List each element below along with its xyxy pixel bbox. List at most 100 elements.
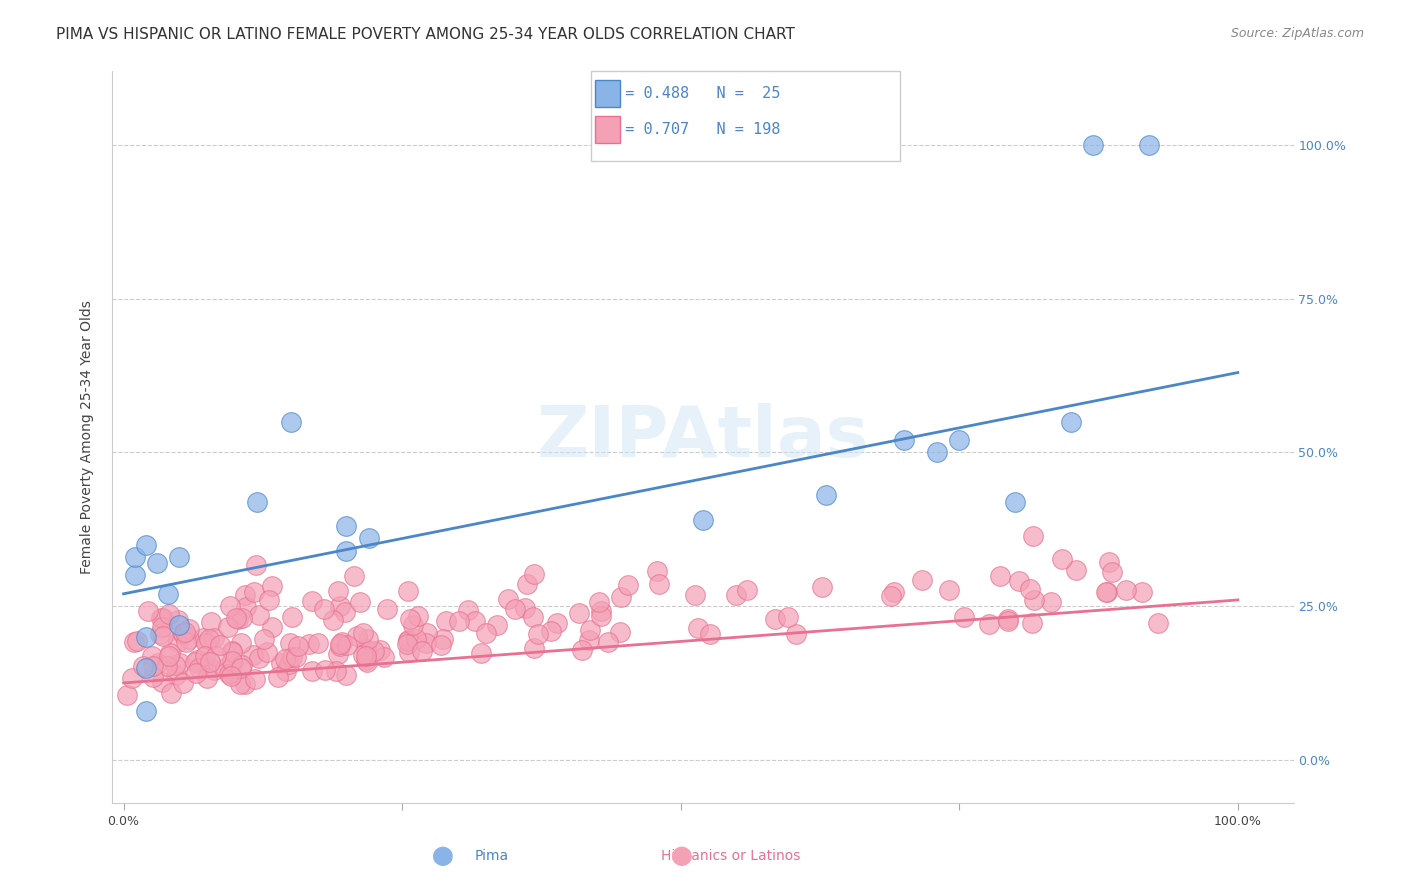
Point [142,658,165,673]
Point [169,656,191,670]
Point [166,635,188,649]
Point [270,656,292,670]
Point [395,638,418,652]
Point [645,565,668,579]
Point [617,578,640,592]
Point [136,604,159,618]
Point [475,625,498,640]
Point [436,614,458,628]
Point [253,632,276,646]
Point [990,568,1012,582]
Text: Pima: Pima [475,849,509,863]
Point [343,569,366,583]
Point [686,620,709,634]
Point [157,648,180,663]
Point [1146,616,1168,631]
Point [281,649,304,664]
Point [396,634,419,648]
Point [725,588,748,602]
Point [486,618,509,632]
Text: Source: ZipAtlas.com: Source: ZipAtlas.com [1230,27,1364,40]
Point [977,617,1000,632]
Point [221,645,243,659]
Point [398,645,420,659]
Point [122,635,145,649]
Point [152,611,174,625]
Point [354,642,377,657]
Point [205,649,228,664]
Point [229,677,252,691]
Point [132,659,155,673]
Point [356,653,378,667]
Point [325,664,347,678]
Point [174,635,197,649]
Point [157,587,180,601]
Point [280,415,302,429]
Point [785,627,807,641]
Text: ZIPAtlas: ZIPAtlas [537,402,869,472]
Point [243,585,266,599]
Point [184,665,207,680]
Point [172,675,194,690]
Point [298,637,321,651]
Point [217,620,239,634]
Point [333,605,356,619]
Point [246,494,269,508]
Point [166,613,188,627]
Point [165,667,187,681]
Point [609,590,631,604]
Point [150,674,173,689]
Point [513,601,536,615]
Point [870,138,893,153]
Point [146,556,169,570]
Point [231,636,253,650]
Point [218,667,240,681]
Point [375,602,398,616]
Point [135,538,157,552]
Point [219,666,242,681]
Point [396,632,419,647]
Point [335,668,357,682]
Point [247,608,270,623]
Point [568,606,591,620]
Point [346,629,368,643]
Point [146,656,169,670]
Point [231,610,253,624]
Point [1094,585,1116,599]
Point [1019,582,1042,596]
Point [194,649,217,664]
Point [470,647,492,661]
Point [262,620,284,634]
Point [229,661,252,675]
Point [335,519,357,533]
Point [141,648,163,663]
Point [737,582,759,597]
Point [1130,585,1153,599]
Point [589,604,612,618]
Point [247,650,270,665]
Point [938,583,960,598]
Point [183,655,205,669]
Point [157,607,180,621]
Point [202,663,225,677]
Point [277,657,299,671]
Point [135,660,157,674]
Point [648,576,671,591]
Point [523,640,546,655]
Point [257,593,280,607]
Point [449,615,471,629]
Point [1004,494,1026,508]
Point [432,632,454,646]
Point [1115,583,1137,598]
Point [172,627,194,641]
Point [307,636,329,650]
Point [242,648,264,663]
Point [187,661,209,675]
Point [142,670,165,684]
Point [880,590,903,604]
Point [135,704,157,718]
Point [416,625,439,640]
Point [357,532,380,546]
Point [169,617,191,632]
Point [356,656,378,670]
